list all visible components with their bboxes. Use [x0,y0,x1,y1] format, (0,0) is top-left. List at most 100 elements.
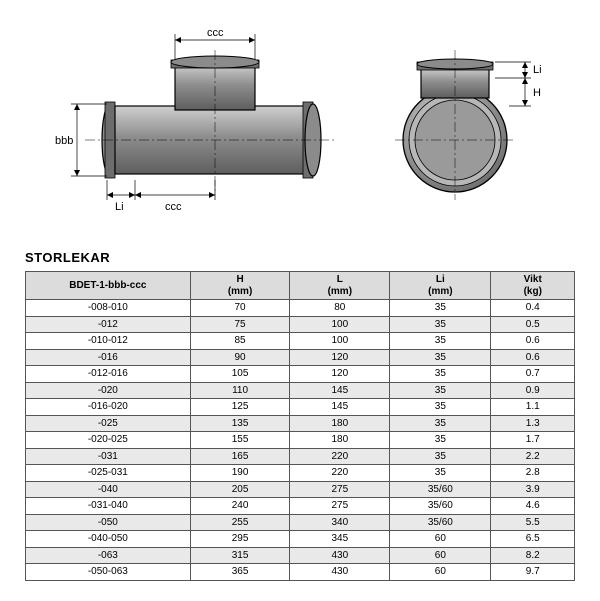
cell-value: 0.5 [491,316,575,333]
cell-value: 60 [390,547,491,564]
dim-bottom-ccc: ccc [165,201,182,213]
cell-code: -016-020 [26,399,191,416]
cell-value: 0.6 [491,349,575,366]
cell-code: -025 [26,415,191,432]
dim-bottom-li: Li [115,201,124,213]
cell-value: 0.6 [491,333,575,350]
cell-code: -050 [26,514,191,531]
table-row: -031-04024027535/604.6 [26,498,575,515]
table-row: -025135180351.3 [26,415,575,432]
cell-value: 35/60 [390,498,491,515]
technical-diagram: ccc bbb Li ccc Li H [25,20,575,220]
table-row: -010-01285100350.6 [26,333,575,350]
cell-value: 35 [390,448,491,465]
cell-code: -040-050 [26,531,191,548]
cell-value: 35 [390,333,491,350]
cell-code: -031 [26,448,191,465]
cell-value: 110 [190,382,290,399]
cell-code: -031-040 [26,498,191,515]
cell-value: 85 [190,333,290,350]
cell-code: -040 [26,481,191,498]
cell-value: 100 [290,333,390,350]
cell-value: 90 [190,349,290,366]
dim-right-li: Li [533,64,542,76]
cell-code: -008-010 [26,300,191,317]
cell-value: 70 [190,300,290,317]
cell-code: -050-063 [26,564,191,581]
cell-value: 315 [190,547,290,564]
cell-value: 275 [290,481,390,498]
cell-value: 0.7 [491,366,575,383]
cell-value: 100 [290,316,390,333]
cell-value: 220 [290,465,390,482]
cell-code: -025-031 [26,465,191,482]
cell-value: 120 [290,366,390,383]
cell-value: 145 [290,382,390,399]
cell-value: 35 [390,415,491,432]
sizes-table: BDET-1-bbb-ccc H(mm) L(mm) Li(mm) Vikt(k… [25,271,575,581]
cell-value: 125 [190,399,290,416]
cell-value: 0.4 [491,300,575,317]
col-vikt: Vikt(kg) [491,272,575,300]
col-l: L(mm) [290,272,390,300]
cell-value: 1.1 [491,399,575,416]
cell-value: 345 [290,531,390,548]
table-row: -01275100350.5 [26,316,575,333]
table-row: -016-020125145351.1 [26,399,575,416]
pipe-side-view [85,50,335,195]
cell-value: 135 [190,415,290,432]
table-row: -020110145350.9 [26,382,575,399]
col-h: H(mm) [190,272,290,300]
cell-value: 145 [290,399,390,416]
dim-left-bbb: bbb [55,135,73,147]
cell-value: 205 [190,481,290,498]
cell-value: 35 [390,399,491,416]
cell-value: 35/60 [390,514,491,531]
cell-value: 165 [190,448,290,465]
cell-value: 255 [190,514,290,531]
cell-value: 9.7 [491,564,575,581]
cell-value: 60 [390,564,491,581]
cell-value: 1.7 [491,432,575,449]
table-row: -031165220352.2 [26,448,575,465]
cell-code: -020 [26,382,191,399]
cell-value: 6.5 [491,531,575,548]
cell-code: -010-012 [26,333,191,350]
cell-code: -063 [26,547,191,564]
cell-value: 155 [190,432,290,449]
cell-code: -012-016 [26,366,191,383]
section-title: STORLEKAR [25,250,575,265]
cell-value: 275 [290,498,390,515]
table-row: -040-050295345606.5 [26,531,575,548]
cell-value: 295 [190,531,290,548]
cell-value: 35 [390,465,491,482]
cell-value: 4.6 [491,498,575,515]
cell-value: 35 [390,349,491,366]
cell-value: 105 [190,366,290,383]
table-row: -012-016105120350.7 [26,366,575,383]
cell-value: 35/60 [390,481,491,498]
table-row: -008-0107080350.4 [26,300,575,317]
cell-value: 60 [390,531,491,548]
cell-value: 75 [190,316,290,333]
diagram-svg: ccc bbb Li ccc Li H [25,20,575,220]
cell-value: 80 [290,300,390,317]
dim-right-h: H [533,87,541,99]
cell-value: 180 [290,415,390,432]
cell-code: -020-025 [26,432,191,449]
table-row: -04020527535/603.9 [26,481,575,498]
table-row: -01690120350.6 [26,349,575,366]
cell-value: 340 [290,514,390,531]
dim-top-ccc: ccc [207,27,224,39]
table-row: -025-031190220352.8 [26,465,575,482]
col-code: BDET-1-bbb-ccc [26,272,191,300]
cell-value: 35 [390,382,491,399]
cell-value: 35 [390,366,491,383]
cell-value: 180 [290,432,390,449]
col-li: Li(mm) [390,272,491,300]
table-body: -008-0107080350.4-01275100350.5-010-0128… [26,300,575,581]
cell-value: 2.8 [491,465,575,482]
cell-value: 430 [290,564,390,581]
cell-value: 220 [290,448,390,465]
cell-value: 3.9 [491,481,575,498]
